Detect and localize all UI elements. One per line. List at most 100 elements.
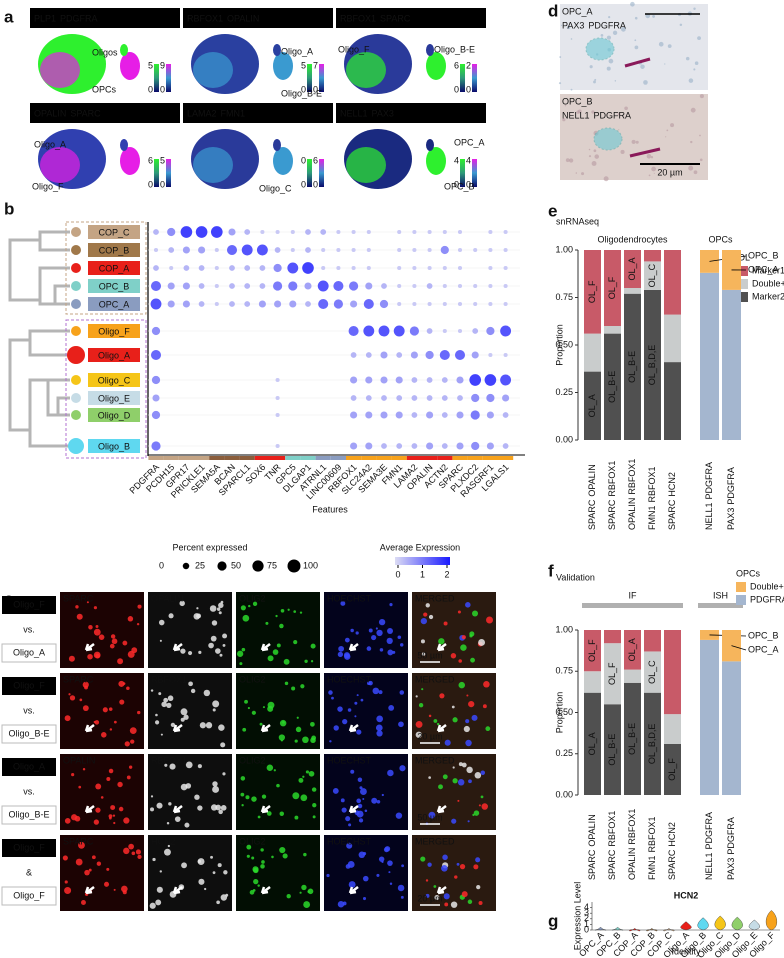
bar-segment (584, 630, 601, 672)
ish-speck (697, 36, 701, 41)
cell (76, 613, 83, 620)
violin (748, 919, 760, 931)
group-box (65, 221, 147, 315)
tile-header (183, 103, 333, 123)
cell (294, 739, 298, 743)
cell (387, 627, 394, 634)
x-axis-label: Features (312, 504, 348, 514)
dot (321, 265, 326, 271)
dot (333, 280, 344, 292)
colorbar-min: 0 (148, 179, 153, 189)
ish-speck (600, 33, 604, 37)
cell (450, 653, 457, 659)
colorbar (460, 159, 465, 187)
cluster-dot (71, 263, 81, 273)
cell (166, 702, 172, 709)
dot (349, 281, 359, 291)
dot (275, 377, 280, 383)
ish-speck (634, 16, 638, 20)
dot (351, 247, 356, 253)
cell (123, 847, 130, 855)
cell (74, 815, 81, 822)
cell (160, 733, 163, 736)
cell (75, 858, 83, 866)
dot (380, 351, 388, 359)
cell (376, 799, 381, 804)
comparison-box (1, 805, 57, 825)
cell (388, 704, 395, 711)
scale-bar-label: 20 µm (657, 167, 682, 177)
violin (612, 926, 624, 931)
cell (183, 714, 189, 720)
ish-speck (679, 23, 683, 27)
dot (381, 443, 387, 449)
cell (272, 649, 279, 655)
ish-speck (694, 61, 699, 65)
ish-speck (593, 80, 596, 84)
cluster-label: COP_A (99, 263, 130, 273)
ish-speck (565, 158, 570, 163)
cell (303, 901, 311, 908)
dot (500, 325, 512, 337)
cell (381, 860, 384, 864)
cell (118, 680, 125, 687)
cell (225, 893, 229, 897)
bar-label: OL_B-E (607, 734, 617, 766)
ish-speck (690, 107, 696, 113)
bar-segment (584, 333, 601, 372)
colorbar-max: 9 (160, 60, 165, 70)
cell (203, 689, 211, 697)
comparison-label: Oligo_B-E (8, 728, 49, 738)
cell (242, 614, 250, 622)
panel-letter: d (548, 1, 558, 20)
dot (169, 265, 174, 271)
ish-speck (621, 26, 626, 32)
bar-segment (624, 682, 641, 795)
category-label: PDGFRA (704, 812, 714, 850)
cluster-box (88, 408, 140, 422)
dot (214, 247, 219, 253)
cell (241, 647, 246, 652)
dot (440, 245, 449, 255)
cluster-label: Oligo_A (98, 350, 130, 360)
umap-cluster (426, 139, 434, 151)
cell (398, 721, 404, 728)
cell (312, 815, 316, 819)
dot (241, 244, 253, 256)
cell (286, 894, 291, 899)
ish-speck (685, 56, 690, 61)
cluster-box (88, 324, 140, 338)
cell (211, 620, 218, 626)
violin (714, 915, 726, 931)
cell (299, 611, 303, 614)
umap-cluster (40, 147, 80, 183)
dot (454, 349, 466, 361)
ish-speck (606, 35, 612, 40)
cell (167, 844, 171, 848)
cell (466, 766, 473, 774)
colorbar (460, 64, 465, 92)
arrow (348, 643, 359, 652)
cell (251, 796, 257, 802)
cell (350, 628, 354, 633)
cell (473, 864, 479, 870)
cell (425, 603, 430, 608)
dot (441, 443, 448, 449)
cell (329, 740, 332, 743)
comparison-box (2, 677, 56, 695)
cell (457, 610, 461, 614)
cell (376, 873, 380, 877)
cell (423, 612, 428, 617)
cell (342, 718, 348, 725)
cell (104, 881, 110, 887)
ish-speck (631, 139, 636, 144)
cell (389, 603, 393, 607)
cell (356, 810, 364, 818)
ish-speck (594, 78, 597, 81)
cluster-box (88, 243, 140, 257)
cell (356, 729, 362, 735)
cluster-label: OPC_B (99, 281, 130, 291)
bar-label: OL_A (587, 394, 597, 417)
dot (198, 301, 205, 307)
legend-label: 1 (420, 569, 425, 579)
